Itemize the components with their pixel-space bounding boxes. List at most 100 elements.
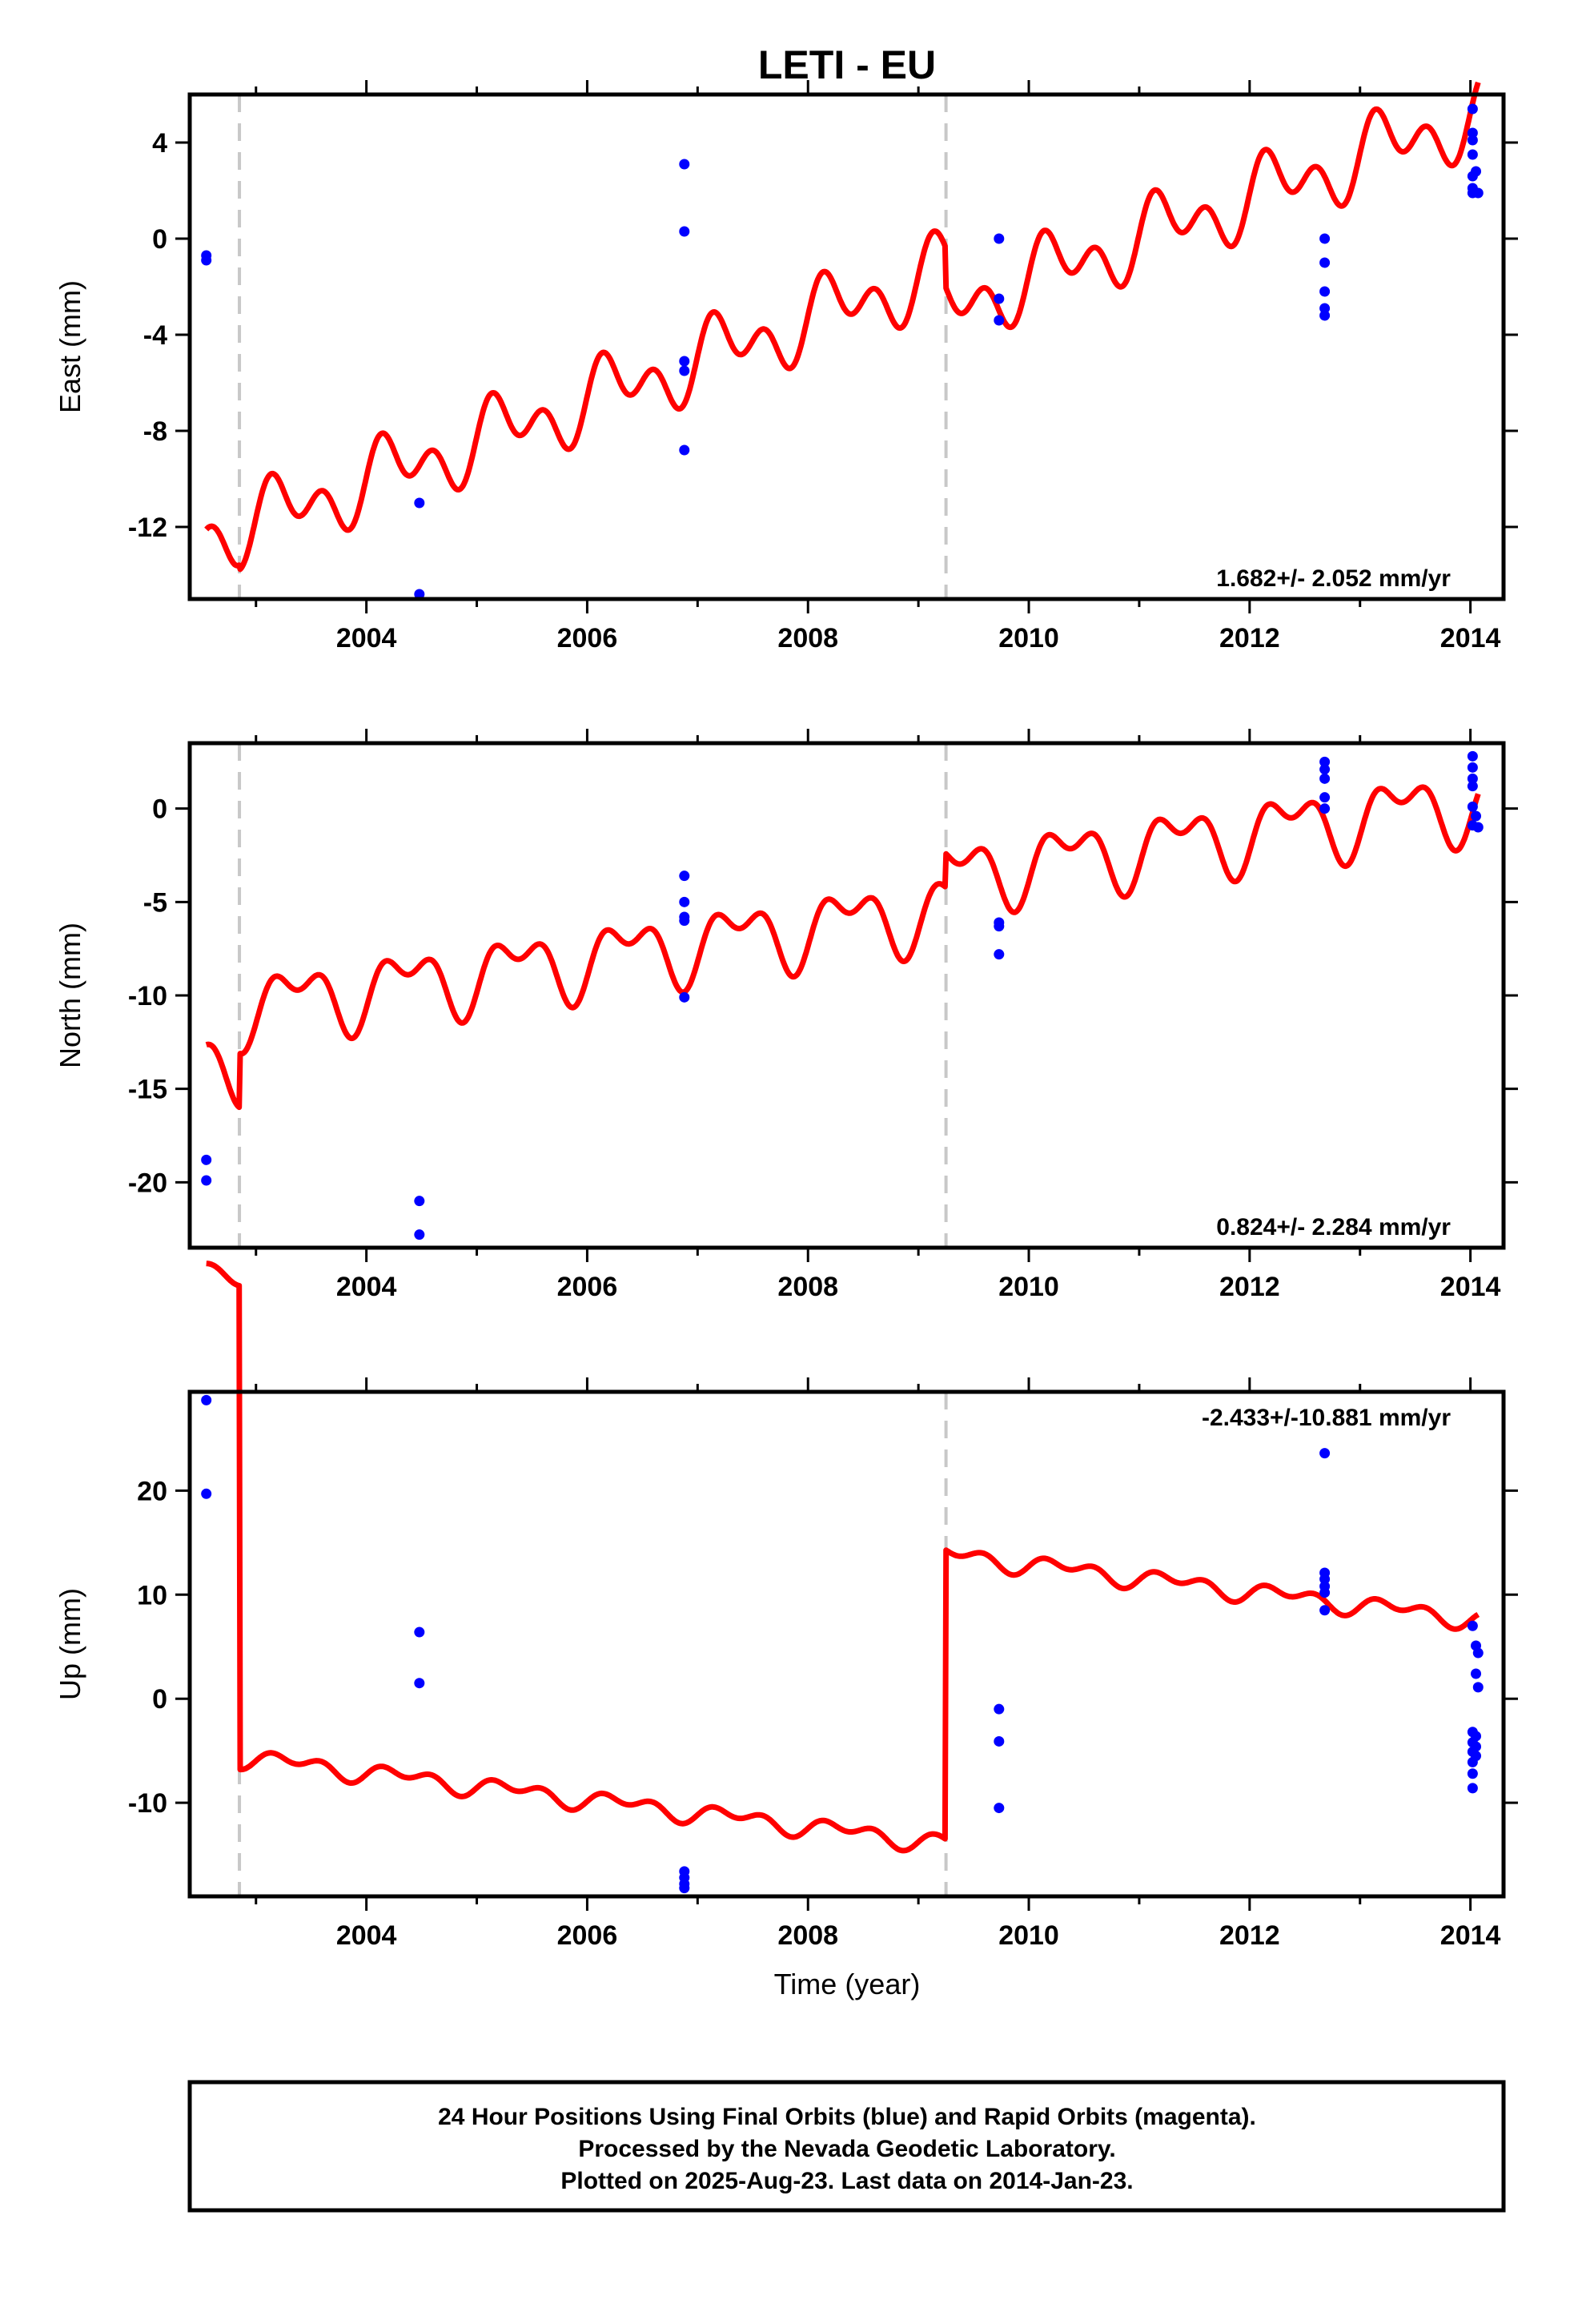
x-tick-label: 2010 [998,1920,1059,1951]
data-point [994,1703,1005,1715]
x-tick-label: 2006 [557,1920,618,1951]
data-point [1472,1647,1484,1659]
data-point [679,896,690,907]
data-point [679,1883,690,1894]
rate-label: 0.824+/- 2.284 mm/yr [1216,1214,1451,1240]
x-tick-label: 2004 [336,623,397,653]
x-tick-label: 2014 [1440,1920,1501,1951]
chart-title: LETI - EU [758,42,936,87]
x-tick-label: 2012 [1219,1920,1280,1951]
y-tick-label: -10 [128,981,167,1011]
y-tick-label: 0 [152,224,167,255]
y-tick-label: -8 [143,416,167,447]
data-point [679,226,690,237]
data-point [414,1196,425,1207]
data-point [994,949,1005,960]
x-tick-label: 2004 [336,1920,397,1951]
y-axis-label: East (mm) [54,280,86,413]
data-point [414,1626,425,1638]
data-point [1319,773,1331,784]
data-point [414,1678,425,1689]
data-point [1467,127,1478,139]
data-point [994,233,1005,244]
data-point [1319,1574,1331,1585]
plot-frame [187,741,1506,1250]
data-point [201,1175,212,1186]
data-point [679,356,690,367]
rate-label: -2.433+/-10.881 mm/yr [1202,1405,1451,1431]
data-point [1467,750,1478,762]
data-point [1319,764,1331,775]
model-curve [204,1261,1480,1854]
x-tick-label: 2010 [998,623,1059,653]
model-curve [204,784,1481,1111]
footer-line-2: Processed by the Nevada Geodetic Laborat… [578,2136,1115,2162]
data-point [1467,781,1478,792]
y-axis-label: Up (mm) [54,1588,86,1700]
x-tick-label: 2004 [336,1272,397,1302]
data-point [1472,1682,1484,1693]
data-point [1472,187,1484,199]
data-point [994,921,1005,932]
data-point [1319,233,1331,244]
x-tick-label: 2006 [557,1272,618,1302]
data-point [1319,257,1331,268]
data-point [1319,303,1331,314]
data-point [1471,166,1482,177]
plot-frame [187,1389,1506,1899]
y-tick-label: 10 [137,1580,167,1610]
panel-3: -10 0 10 20 2004 2006 2008 2010 2012 2014 Up (mm) -… [54,1261,1518,1951]
panel-2: -20 -15 -10 -5 0 2004 2006 2008 2010 2012 2014 Nort… [54,729,1518,1302]
data-point [994,315,1005,326]
data-point [679,365,690,376]
y-tick-label: 20 [137,1476,167,1506]
data-point [679,991,690,1003]
footer-line-3: Plotted on 2025-Aug-23. Last data on 201… [560,2168,1133,2194]
data-point [1319,1448,1331,1459]
data-point [1319,286,1331,297]
data-point [679,870,690,882]
y-tick-label: -10 [128,1788,167,1819]
data-point [1467,135,1478,146]
y-tick-label: -20 [128,1168,167,1198]
y-axis-label: North (mm) [54,923,86,1068]
data-point [1319,792,1331,803]
data-point [1467,762,1478,773]
data-point [201,1394,212,1405]
rate-label: 1.682+/- 2.052 mm/yr [1216,565,1451,592]
data-point [994,1735,1005,1747]
data-point [679,444,690,456]
x-tick-label: 2014 [1440,623,1501,653]
data-point [994,293,1005,304]
x-tick-label: 2010 [998,1272,1059,1302]
y-tick-label: -12 [128,513,167,543]
data-point [679,915,690,927]
y-tick-label: 0 [152,794,167,825]
data-point [414,589,425,600]
data-point [1467,149,1478,160]
x-tick-label: 2014 [1440,1272,1501,1302]
data-point [1472,822,1484,833]
y-tick-label: 4 [152,128,167,159]
plot-frame [187,92,1506,601]
data-point [1319,310,1331,321]
footer-box: 24 Hour Positions Using Final Orbits (bl… [187,2080,1506,2213]
x-tick-label: 2008 [777,623,838,653]
x-axis-label: Time (year) [774,1968,921,2000]
data-point [1319,756,1331,767]
data-point [1471,1668,1482,1679]
data-point [1319,1605,1331,1616]
model-curve [204,81,1481,573]
data-point [1467,773,1478,784]
data-point [201,255,212,266]
footer-frame [187,2080,1506,2213]
x-tick-label: 2012 [1219,623,1280,653]
data-point [1319,803,1331,814]
data-point [1319,1587,1331,1598]
x-tick-label: 2008 [777,1920,838,1951]
x-tick-label: 2008 [777,1272,838,1302]
data-point [1471,810,1482,822]
y-tick-label: -5 [143,887,167,918]
